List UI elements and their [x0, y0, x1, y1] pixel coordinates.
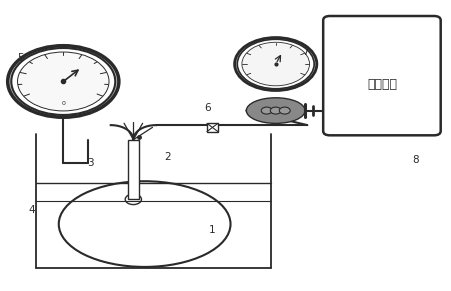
- Circle shape: [261, 107, 272, 114]
- Text: 3: 3: [87, 158, 93, 168]
- Text: 0: 0: [61, 101, 65, 106]
- Text: 4: 4: [28, 205, 35, 214]
- Bar: [128, 140, 138, 199]
- Text: 6: 6: [204, 103, 211, 113]
- Text: 7: 7: [301, 47, 308, 57]
- Text: 2: 2: [164, 152, 170, 162]
- Circle shape: [237, 39, 313, 89]
- FancyBboxPatch shape: [322, 16, 440, 135]
- Circle shape: [279, 107, 290, 114]
- Circle shape: [18, 52, 109, 111]
- Ellipse shape: [246, 98, 304, 123]
- Text: 8: 8: [412, 155, 418, 165]
- Circle shape: [234, 38, 316, 91]
- Text: 1: 1: [209, 225, 215, 235]
- Bar: [207, 123, 217, 132]
- Circle shape: [270, 107, 281, 114]
- Circle shape: [241, 42, 309, 86]
- Circle shape: [11, 48, 115, 115]
- Text: 5: 5: [17, 53, 23, 63]
- Circle shape: [8, 46, 119, 117]
- Text: 压缩空气: 压缩空气: [366, 78, 396, 91]
